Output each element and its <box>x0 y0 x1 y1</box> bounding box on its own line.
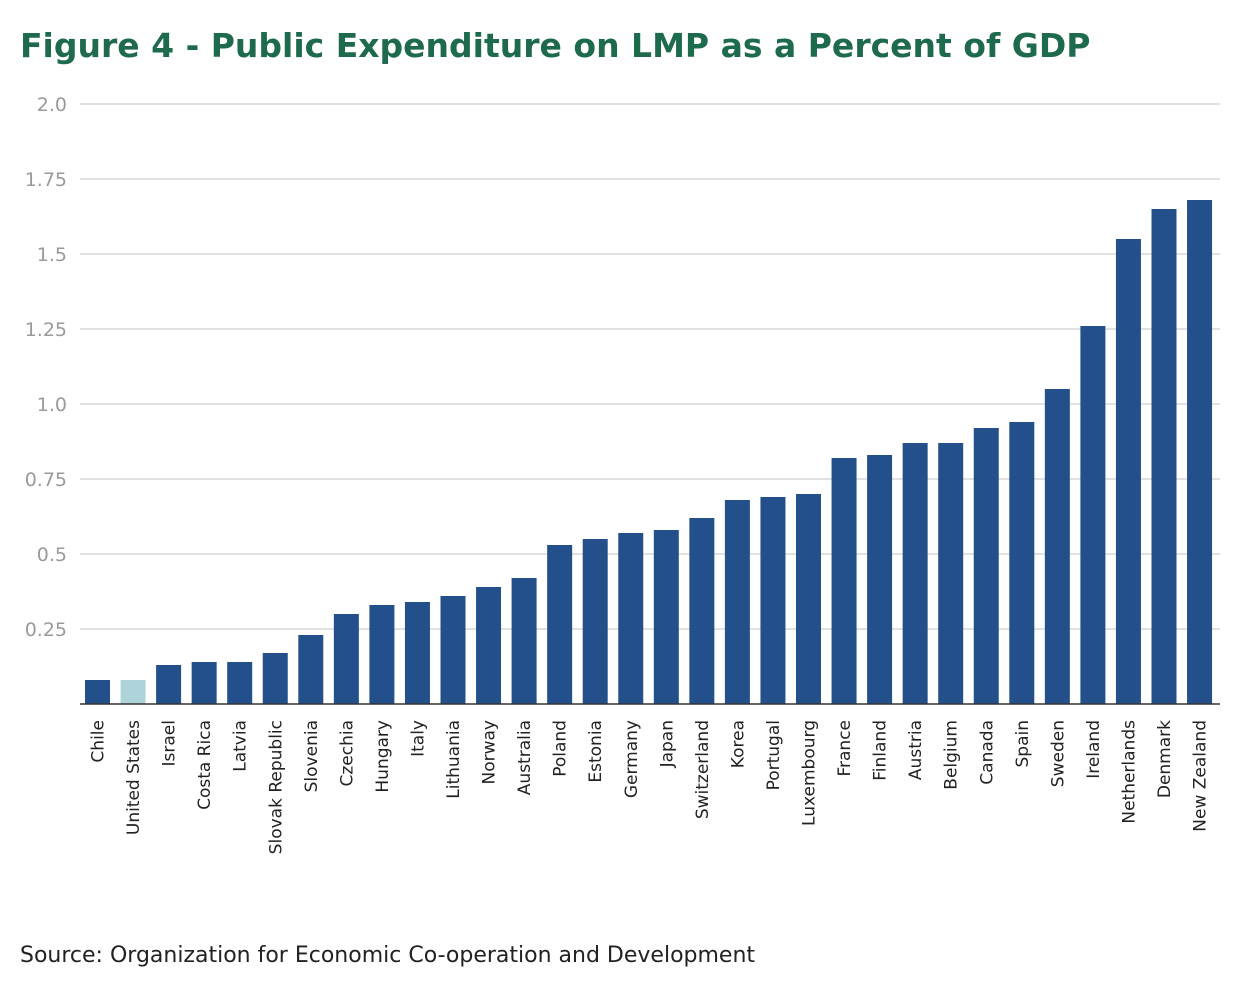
bar <box>653 530 679 704</box>
y-tick-label: 2.0 <box>37 94 67 116</box>
x-category-label: Austria <box>906 720 926 780</box>
x-category-label: Italy <box>408 720 428 757</box>
bar <box>973 428 999 704</box>
x-category-label: Spain <box>1013 720 1033 768</box>
x-category-label: Netherlands <box>1119 720 1139 824</box>
bar <box>476 587 502 704</box>
bar <box>796 494 821 704</box>
chart-title: Figure 4 - Public Expenditure on LMP as … <box>20 26 1091 65</box>
y-tick-label: 1.0 <box>37 394 67 416</box>
bar <box>1009 422 1035 704</box>
x-category-label: Lithuania <box>444 720 464 799</box>
bars <box>85 200 1213 704</box>
bar <box>938 443 964 704</box>
y-tick-label: 1.5 <box>37 244 67 266</box>
x-category-label: Denmark <box>1155 720 1175 798</box>
x-category-label: United States <box>124 720 144 835</box>
bar <box>1151 209 1177 704</box>
bar <box>689 518 715 704</box>
x-category-label: Belgium <box>942 720 962 790</box>
x-category-label: Finland <box>871 720 891 781</box>
bar <box>867 455 893 704</box>
bar <box>404 602 430 704</box>
x-category-label: Czechia <box>337 720 357 787</box>
y-axis-ticks: 0.25 0.5 0.75 1.0 1.25 1.5 1.75 2.0 <box>25 94 67 641</box>
y-tick-label: 0.5 <box>37 544 67 566</box>
bar <box>547 545 573 704</box>
x-category-label: Costa Rica <box>195 720 215 810</box>
x-category-label: Hungary <box>373 720 393 793</box>
x-category-label: Chile <box>89 720 109 763</box>
x-category-label: Sweden <box>1048 720 1068 787</box>
bar <box>1115 239 1141 704</box>
x-category-label: France <box>835 720 855 777</box>
x-category-label: Korea <box>728 720 748 768</box>
y-tick-label: 1.75 <box>25 169 67 191</box>
x-category-label: Japan <box>657 720 677 768</box>
bar <box>262 653 288 704</box>
x-category-label: Israel <box>160 720 180 766</box>
x-category-label: New Zealand <box>1191 720 1211 832</box>
bar <box>1187 200 1213 704</box>
x-category-label: Germany <box>622 720 642 798</box>
x-category-label: Luxembourg <box>800 720 820 826</box>
bar <box>440 596 466 704</box>
bar <box>902 443 928 704</box>
bar <box>760 497 786 704</box>
bar <box>120 680 146 704</box>
bar <box>369 605 395 704</box>
bar <box>298 635 324 704</box>
y-tick-label: 0.75 <box>25 469 67 491</box>
x-category-label: Australia <box>515 720 535 795</box>
bar <box>333 614 359 704</box>
bar <box>85 680 110 704</box>
x-category-label: Latvia <box>231 720 251 772</box>
y-tick-label: 0.25 <box>25 619 67 641</box>
x-category-label: Ireland <box>1084 720 1104 779</box>
x-category-label: Slovak Republic <box>266 720 286 854</box>
x-axis-categories: Chile United States Israel Costa Rica Latvia… <box>89 720 1211 854</box>
bar <box>1044 389 1070 704</box>
x-category-label: Estonia <box>586 720 606 783</box>
bar <box>1080 326 1106 704</box>
bar <box>582 539 608 704</box>
bar <box>831 458 857 704</box>
bar <box>511 578 537 704</box>
x-category-label: Canada <box>977 720 997 785</box>
x-category-label: Switzerland <box>693 720 713 819</box>
bar <box>156 665 182 704</box>
bar <box>227 662 253 704</box>
y-tick-label: 1.25 <box>25 319 67 341</box>
bar <box>618 533 644 704</box>
x-category-label: Slovenia <box>302 720 322 792</box>
x-category-label: Portugal <box>764 720 784 790</box>
chart-source: Source: Organization for Economic Co-ope… <box>20 943 756 968</box>
bar <box>724 500 750 704</box>
bar <box>191 662 217 704</box>
gridlines <box>80 103 1220 630</box>
x-category-label: Poland <box>551 720 571 777</box>
x-category-label: Norway <box>480 720 500 785</box>
